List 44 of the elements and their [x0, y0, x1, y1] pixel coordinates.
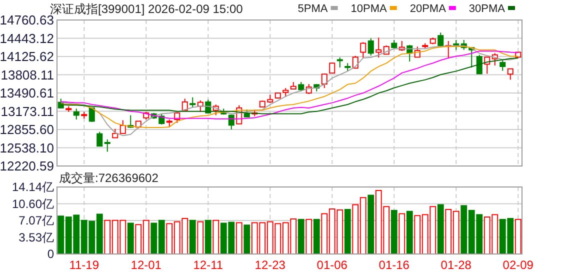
- y-tick-label: 3.53亿: [18, 230, 54, 244]
- x-tick-label: 01-28: [440, 258, 472, 272]
- y-tick-label: 14443.12: [0, 30, 54, 46]
- y-tick-label: 13490.61: [0, 86, 54, 101]
- y-tick-label: 12855.60: [0, 122, 54, 138]
- bar: [514, 218, 522, 254]
- legend-label: 20PMA: [410, 3, 447, 15]
- x-tick-label: 01-06: [316, 258, 348, 272]
- y-tick-label: 10.60亿: [12, 196, 54, 211]
- x-tick-label: 12-11: [193, 258, 224, 272]
- legend-label: 30PMA: [468, 3, 506, 15]
- y-tick-label: 13808.11: [0, 67, 54, 82]
- bar: [236, 222, 242, 254]
- bar: [368, 194, 374, 254]
- bar: [390, 210, 398, 254]
- y-tick-label: 14125.62: [0, 49, 54, 64]
- bar: [306, 218, 312, 254]
- x-tick-label: 11-19: [69, 258, 100, 272]
- bar: [298, 218, 304, 254]
- legend-label: 10PMA: [350, 3, 388, 15]
- bar: [189, 220, 196, 254]
- bar: [244, 224, 250, 254]
- bar: [204, 220, 212, 254]
- bar: [212, 220, 220, 254]
- bar: [406, 210, 413, 254]
- y-tick-label: 12220.59: [0, 158, 54, 174]
- bar: [437, 204, 444, 254]
- y-tick-label: 12538.10: [0, 140, 54, 156]
- x-tick-label: 02-09: [502, 258, 534, 272]
- chart-title: 成交量:726369602: [59, 171, 159, 185]
- y-tick-label: 13173.11: [0, 104, 54, 119]
- legend-label: 5PMA: [298, 3, 328, 15]
- x-tick-label: 12-23: [254, 258, 286, 272]
- y-tick-label: 7.07亿: [18, 214, 54, 228]
- bar: [344, 208, 351, 254]
- bar: [398, 213, 406, 254]
- chart-title: 深证成指[399001] 2026-02-09 15:00: [50, 2, 244, 16]
- y-tick-label: 14.14亿: [12, 180, 54, 194]
- bar: [313, 218, 320, 254]
- y-tick-label: 0: [47, 247, 54, 262]
- x-tick-label: 12-01: [130, 258, 162, 272]
- bar: [197, 221, 204, 254]
- bar: [127, 222, 134, 254]
- x-tick-label: 01-16: [378, 258, 410, 272]
